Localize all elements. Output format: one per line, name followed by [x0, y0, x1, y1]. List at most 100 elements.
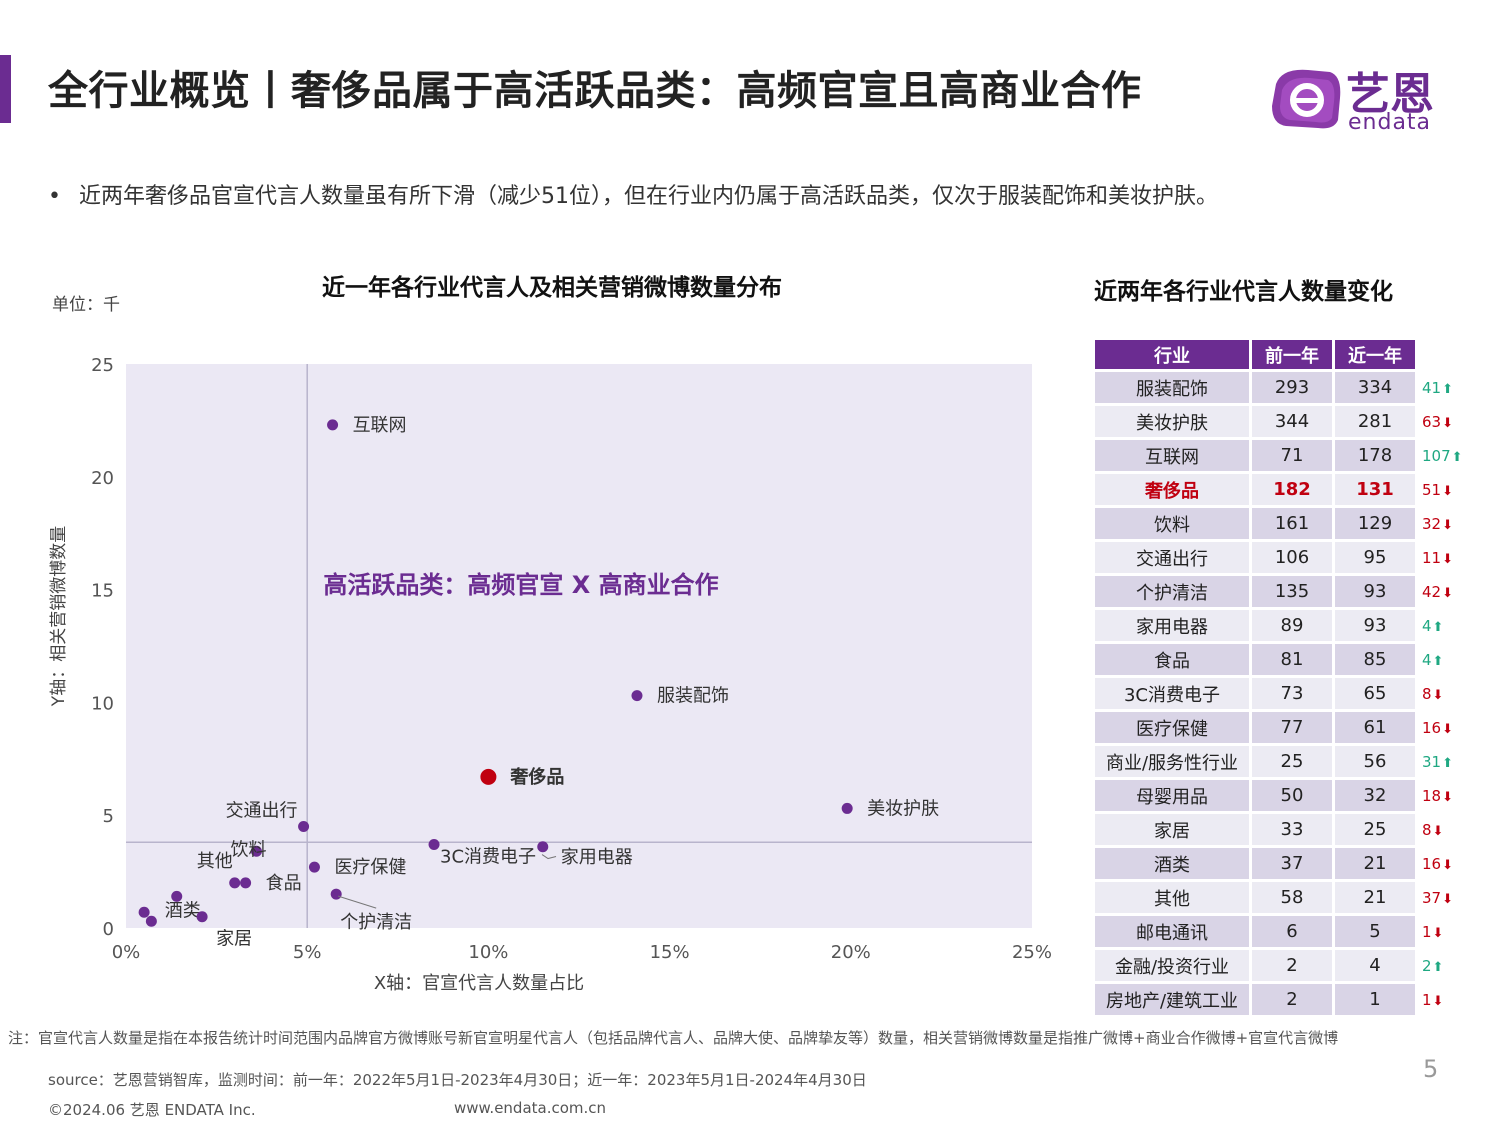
- page-number: 5: [1423, 1055, 1439, 1083]
- table-header-industry: 行业: [1095, 340, 1249, 369]
- table-cell-prev-year: 293: [1252, 372, 1332, 403]
- chart-unit-label: 单位：千: [52, 295, 120, 315]
- table-cell-recent-year: 21: [1335, 882, 1415, 913]
- change-value: 4: [1422, 650, 1432, 669]
- arrow-up-icon: ⬆: [1442, 755, 1453, 771]
- change-value: 37: [1422, 888, 1442, 907]
- change-value: 51: [1422, 480, 1442, 499]
- table-cell-change: 32⬇: [1418, 508, 1474, 539]
- arrow-down-icon: ⬇: [1442, 857, 1453, 873]
- point-label: 奢侈品: [509, 766, 564, 788]
- arrow-down-icon: ⬇: [1442, 517, 1453, 533]
- table-cell-change: 2⬆: [1418, 950, 1474, 981]
- table-cell-change: 8⬇: [1418, 678, 1474, 709]
- change-value: 107: [1422, 446, 1451, 465]
- table-cell-industry: 其他: [1095, 882, 1249, 913]
- point-label: 医疗保健: [334, 857, 406, 878]
- arrow-down-icon: ⬇: [1442, 551, 1453, 567]
- point-label: 个护清洁: [340, 912, 412, 933]
- table-cell-industry: 服装配饰: [1095, 372, 1249, 403]
- table-cell-industry: 商业/服务性行业: [1095, 746, 1249, 777]
- table-cell-prev-year: 77: [1252, 712, 1332, 743]
- website-url: www.endata.com.cn: [454, 1099, 607, 1117]
- table-cell-prev-year: 58: [1252, 882, 1332, 913]
- summary-bullet: • 近两年奢侈品官宣代言人数量虽有所下滑（减少51位），但在行业内仍属于高活跃品类…: [48, 178, 1218, 210]
- table-cell-recent-year: 93: [1335, 610, 1415, 641]
- table-cell-prev-year: 81: [1252, 644, 1332, 675]
- data-point: [308, 861, 320, 873]
- table-row: 个护清洁 135 93 42⬇: [1095, 576, 1474, 607]
- logo-text-cn: 艺恩: [1346, 69, 1434, 120]
- table-row: 服装配饰 293 334 41⬆: [1095, 372, 1474, 403]
- arrow-down-icon: ⬇: [1442, 789, 1453, 805]
- arrow-down-icon: ⬇: [1442, 585, 1453, 601]
- point-label: 食品: [266, 873, 302, 894]
- table-row: 医疗保健 77 61 16⬇: [1095, 712, 1474, 743]
- change-value: 1: [1422, 922, 1432, 941]
- arrow-down-icon: ⬇: [1442, 891, 1453, 907]
- spokesperson-change-table: 行业 前一年 近一年 服装配饰 293 334 41⬆ 美妆护肤 344 281 63⬇ 互联网…: [1092, 337, 1477, 1018]
- table-cell-change: 16⬇: [1418, 848, 1474, 879]
- point-label: 3C消费电子: [440, 847, 536, 868]
- table-cell-prev-year: 37: [1252, 848, 1332, 879]
- point-label: 饮料: [230, 839, 266, 860]
- table-row: 美妆护肤 344 281 63⬇: [1095, 406, 1474, 437]
- table-cell-change: 4⬆: [1418, 644, 1474, 675]
- change-value: 42: [1422, 582, 1442, 601]
- x-tick-label: 25%: [1012, 942, 1052, 963]
- table-title: 近两年各行业代言人数量变化: [1094, 279, 1393, 305]
- summary-text: 近两年奢侈品官宣代言人数量虽有所下滑（减少51位），但在行业内仍属于高活跃品类，…: [78, 184, 1218, 209]
- arrow-down-icon: ⬇: [1442, 415, 1453, 431]
- table-cell-recent-year: 25: [1335, 814, 1415, 845]
- data-point: [330, 888, 342, 900]
- data-point: [298, 820, 310, 832]
- table-cell-prev-year: 135: [1252, 576, 1332, 607]
- table-cell-recent-year: 65: [1335, 678, 1415, 709]
- change-value: 16: [1422, 718, 1442, 737]
- x-tick-label: 0%: [112, 942, 141, 963]
- point-label: 互联网: [353, 415, 407, 436]
- table-row: 互联网 71 178 107⬆: [1095, 440, 1474, 471]
- table-cell-recent-year: 95: [1335, 542, 1415, 573]
- logo-text-en: endata: [1348, 110, 1432, 135]
- point-label: 其他: [197, 851, 233, 872]
- data-point: [327, 419, 339, 431]
- change-value: 1: [1422, 990, 1432, 1009]
- arrow-up-icon: ⬆: [1432, 653, 1444, 669]
- table-row: 饮料 161 129 32⬇: [1095, 508, 1474, 539]
- change-value: 41: [1422, 378, 1442, 397]
- table-cell-prev-year: 33: [1252, 814, 1332, 845]
- table-row: 母婴用品 50 32 18⬇: [1095, 780, 1474, 811]
- data-point: [229, 877, 241, 889]
- table-cell-recent-year: 5: [1335, 916, 1415, 947]
- table-cell-prev-year: 89: [1252, 610, 1332, 641]
- high-activity-quadrant: [307, 364, 1032, 843]
- table-cell-prev-year: 182: [1252, 474, 1332, 505]
- arrow-down-icon: ⬇: [1442, 483, 1453, 499]
- arrow-down-icon: ⬇: [1432, 993, 1444, 1009]
- table-cell-industry: 医疗保健: [1095, 712, 1249, 743]
- table-row: 家居 33 25 8⬇: [1095, 814, 1474, 845]
- change-value: 31: [1422, 752, 1442, 771]
- point-label: 美妆护肤: [867, 798, 939, 819]
- data-point: [196, 911, 208, 923]
- table-cell-recent-year: 32: [1335, 780, 1415, 811]
- table-cell-recent-year: 93: [1335, 576, 1415, 607]
- table-header-recent-year: 近一年: [1335, 340, 1415, 369]
- table-cell-industry: 互联网: [1095, 440, 1249, 471]
- table-cell-change: 51⬇: [1418, 474, 1474, 505]
- table-cell-recent-year: 56: [1335, 746, 1415, 777]
- x-tick-label: 5%: [293, 942, 322, 963]
- quadrant-label: 高活跃品类：高频官宣 X 高商业合作: [323, 571, 718, 599]
- table-cell-recent-year: 281: [1335, 406, 1415, 437]
- change-value: 16: [1422, 854, 1442, 873]
- table-cell-change: 16⬇: [1418, 712, 1474, 743]
- arrow-up-icon: ⬆: [1432, 619, 1444, 635]
- table-cell-recent-year: 1: [1335, 984, 1415, 1015]
- table-cell-recent-year: 4: [1335, 950, 1415, 981]
- change-value: 18: [1422, 786, 1442, 805]
- table-cell-industry: 母婴用品: [1095, 780, 1249, 811]
- table-cell-industry: 房地产/建筑工业: [1095, 984, 1249, 1015]
- y-tick-label: 25: [91, 355, 114, 376]
- table-cell-change: 4⬆: [1418, 610, 1474, 641]
